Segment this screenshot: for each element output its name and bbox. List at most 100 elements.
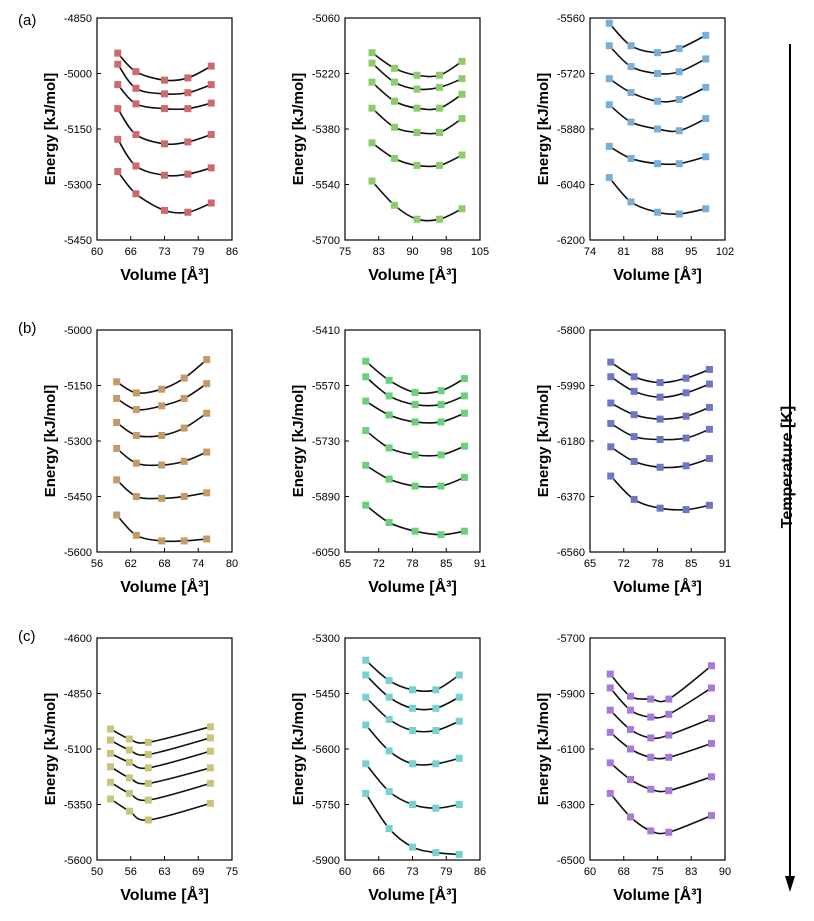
x-axis-label: Volume [Å³] [613,577,702,596]
y-axis-label: Energy [kJ/mol] [42,693,59,806]
data-point [132,131,140,139]
data-point [362,357,370,365]
y-tick-label: -5700 [312,235,340,247]
y-tick-label: -5600 [64,855,92,867]
data-point [607,472,615,480]
data-point [627,706,634,714]
data-point [125,774,133,782]
data-point [705,425,713,433]
data-point [385,444,393,452]
data-point [161,76,168,84]
data-point [682,389,690,397]
data-point [605,174,613,182]
data-point [647,827,655,835]
data-point [114,49,122,57]
plot-frame [96,329,233,553]
data-point [385,376,393,384]
y-tick-label: -5730 [312,436,340,448]
data-point [436,215,443,223]
x-tick-label: 80 [226,558,238,570]
data-point [385,747,393,755]
y-axis-label: Energy [kJ/mol] [290,385,307,498]
data-point [455,717,463,725]
data-point [627,745,634,753]
x-tick-label: 75 [651,866,663,878]
x-tick-label: 78 [406,558,418,570]
data-point [413,215,421,223]
data-point [158,537,166,545]
x-axis-label: Volume [Å³] [613,885,702,904]
y-tick-label: -5450 [312,689,340,701]
data-point [385,788,393,796]
data-point [362,760,370,768]
data-point [437,482,445,490]
data-point [606,759,614,767]
data-point [455,754,463,762]
x-tick-label: 83 [685,866,697,878]
x-axis-label: Volume [Å³] [368,577,457,596]
data-point [132,68,140,76]
data-point [605,101,613,109]
data-point [362,693,370,701]
data-point [437,451,445,459]
series-line [608,22,707,54]
data-point [113,476,121,484]
data-point [413,85,421,93]
y-axis-label: Energy [kJ/mol] [290,73,307,186]
data-point [184,170,192,178]
data-point [647,734,655,742]
y-tick-label: -5880 [557,124,585,136]
data-point [385,825,393,833]
y-tick-label: -6500 [557,855,585,867]
x-axis-label: Volume [Å³] [120,885,209,904]
x-tick-label: 56 [91,558,103,570]
data-point [409,760,416,768]
data-point [606,706,614,714]
temperature-axis-label: Temperature [K] [779,405,796,529]
data-point [607,399,615,407]
data-point [436,128,443,136]
data-point [705,501,713,509]
data-point [606,684,614,692]
data-point [207,62,215,70]
data-point [606,789,614,797]
y-tick-label: -5570 [312,381,340,393]
x-tick-label: 85 [440,558,452,570]
data-point [158,402,166,410]
chart-panel-6: 50 56 63 69 75 -4600 -4850 -5100 -5350 -5600 Volum… [42,633,238,904]
series-line [110,750,211,770]
y-tick-label: -5600 [312,744,340,756]
data-point [665,731,673,739]
data-point [460,473,468,481]
data-point [702,205,710,213]
data-point [385,411,393,419]
data-point [207,131,215,139]
x-tick-label: 66 [125,246,137,258]
data-point [113,419,121,426]
x-tick-label: 81 [618,246,630,258]
data-point [413,104,421,112]
x-tick-label: 68 [158,558,170,570]
x-tick-label: 60 [339,866,351,878]
data-point [385,475,393,483]
data-point [368,78,376,86]
chart-panel-7: 60 66 73 79 86 -5300 -5450 -5600 -5750 -5900 Volum… [290,633,486,904]
data-point [113,394,121,402]
data-point [432,849,440,857]
data-point [206,747,214,755]
series-line [110,781,211,802]
data-point [705,403,713,411]
chart-panel-3: 56 62 68 74 80 -5000 -5150 -5300 -5450 -5600 Volum… [42,325,238,596]
data-point [665,753,673,761]
x-tick-label: 86 [474,866,486,878]
data-point [207,199,215,207]
data-point [158,494,166,502]
data-point [458,205,466,213]
row-label-c: (c) [18,628,36,645]
data-point [385,392,393,400]
data-point [682,506,690,514]
data-point [206,799,214,807]
data-point [627,776,634,784]
y-tick-label: -5150 [64,381,92,393]
data-point [391,97,398,105]
